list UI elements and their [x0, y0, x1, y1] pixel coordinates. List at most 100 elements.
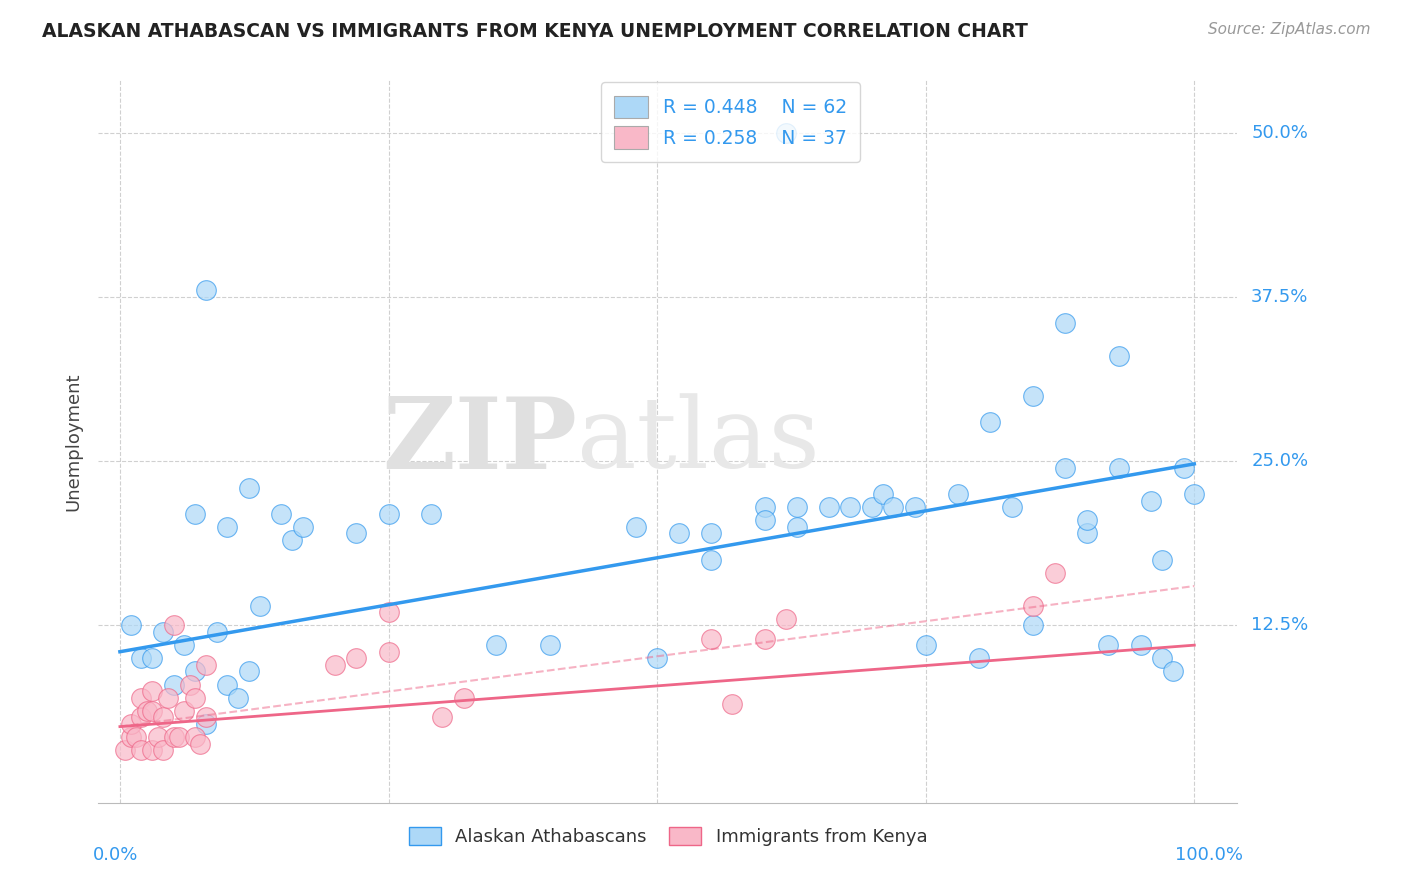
Point [131, 690, 153, 705]
Point [882, 500, 904, 515]
Point [281, 533, 304, 547]
Text: 50.0%: 50.0% [1251, 124, 1308, 142]
Point [754, 632, 776, 646]
Point [914, 638, 936, 652]
Point [194, 710, 217, 724]
Text: atlas: atlas [576, 393, 820, 490]
Point [131, 651, 153, 665]
Point [1173, 460, 1195, 475]
Point [120, 717, 142, 731]
Text: 0.0%: 0.0% [93, 847, 138, 864]
Point [1076, 526, 1098, 541]
Text: 37.5%: 37.5% [1251, 288, 1309, 306]
Point [377, 507, 399, 521]
Point [270, 507, 292, 521]
Point [1152, 553, 1174, 567]
Point [162, 677, 184, 691]
Point [946, 487, 969, 501]
Point [1097, 638, 1119, 652]
Text: ALASKAN ATHABASCAN VS IMMIGRANTS FROM KENYA UNEMPLOYMENT CORRELATION CHART: ALASKAN ATHABASCAN VS IMMIGRANTS FROM KE… [42, 22, 1028, 41]
Point [184, 665, 207, 679]
Point [1022, 388, 1045, 402]
Point [114, 743, 136, 757]
Point [173, 638, 195, 652]
Point [173, 704, 195, 718]
Text: 12.5%: 12.5% [1251, 616, 1309, 634]
Point [700, 632, 723, 646]
Point [146, 730, 169, 744]
Point [377, 645, 399, 659]
Point [979, 415, 1001, 429]
Point [344, 526, 367, 541]
Point [485, 638, 508, 652]
Point [1108, 460, 1130, 475]
Point [120, 618, 142, 632]
Point [1140, 493, 1163, 508]
Point [162, 730, 184, 744]
Point [721, 698, 744, 712]
Point [1054, 316, 1077, 330]
Point [249, 599, 271, 613]
Point [226, 690, 249, 705]
Point [194, 657, 217, 672]
Point [786, 520, 808, 534]
Y-axis label: Unemployment: Unemployment [65, 372, 83, 511]
Point [141, 651, 163, 665]
Point [125, 730, 148, 744]
Point [190, 737, 212, 751]
Point [624, 520, 647, 534]
Point [1152, 651, 1174, 665]
Text: 100.0%: 100.0% [1175, 847, 1243, 864]
Point [141, 743, 163, 757]
Point [131, 710, 153, 724]
Point [1054, 460, 1077, 475]
Point [754, 513, 776, 527]
Point [1076, 513, 1098, 527]
Point [167, 730, 190, 744]
Point [377, 605, 399, 619]
Point [786, 500, 808, 515]
Text: 25.0%: 25.0% [1251, 452, 1309, 470]
Point [162, 618, 184, 632]
Point [1129, 638, 1152, 652]
Point [291, 520, 314, 534]
Point [184, 730, 207, 744]
Point [1161, 665, 1184, 679]
Point [860, 500, 883, 515]
Point [839, 500, 862, 515]
Point [754, 500, 776, 515]
Point [1182, 487, 1205, 501]
Point [205, 625, 228, 640]
Point [194, 717, 217, 731]
Point [775, 126, 797, 140]
Point [420, 507, 443, 521]
Point [152, 710, 174, 724]
Point [1022, 599, 1045, 613]
Point [700, 526, 723, 541]
Point [700, 553, 723, 567]
Point [135, 704, 157, 718]
Point [1108, 349, 1130, 363]
Point [645, 651, 668, 665]
Point [969, 651, 991, 665]
Point [131, 743, 153, 757]
Point [453, 690, 475, 705]
Point [152, 743, 174, 757]
Text: Source: ZipAtlas.com: Source: ZipAtlas.com [1208, 22, 1371, 37]
Point [194, 284, 217, 298]
Point [120, 730, 142, 744]
Point [238, 665, 260, 679]
Point [217, 520, 239, 534]
Point [179, 677, 201, 691]
Point [344, 651, 367, 665]
Point [141, 704, 163, 718]
Point [775, 612, 797, 626]
Point [184, 690, 207, 705]
Point [323, 657, 346, 672]
Point [141, 684, 163, 698]
Point [538, 638, 561, 652]
Point [1043, 566, 1066, 580]
Point [818, 500, 841, 515]
Legend: Alaskan Athabascans, Immigrants from Kenya: Alaskan Athabascans, Immigrants from Ken… [399, 818, 936, 855]
Point [238, 481, 260, 495]
